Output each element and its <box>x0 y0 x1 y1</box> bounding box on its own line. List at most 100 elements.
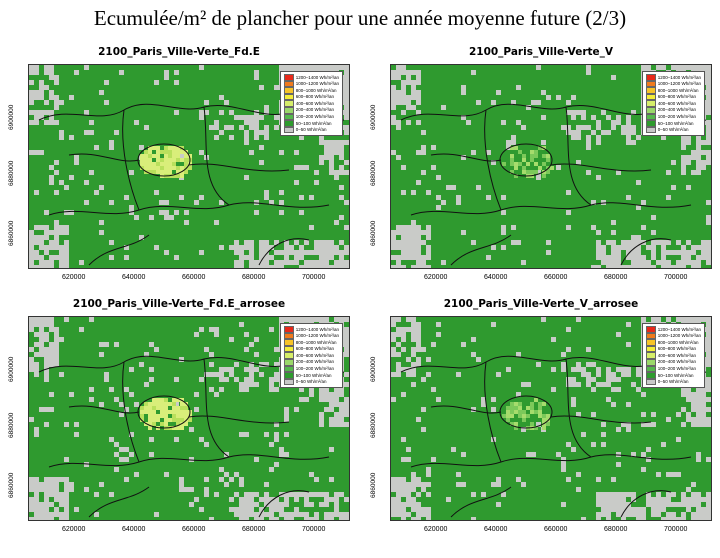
legend-swatch <box>646 120 656 127</box>
legend-label: 800–1000 Wh/m²/an <box>296 340 337 346</box>
legend-entry: 50–100 Wh/m²/an <box>646 372 701 379</box>
legend-label: 400–600 Wh/m²/an <box>296 353 334 359</box>
legend-entry: 1200–1400 Wh/m²/an <box>646 74 701 81</box>
legend-entry: 800–1000 Wh/m²/an <box>284 339 339 346</box>
legend-entry: 100–200 Wh/m²/an <box>284 366 339 373</box>
legend-swatch <box>284 346 294 353</box>
legend-swatch <box>284 81 294 88</box>
legend-label: 100–200 Wh/m²/an <box>658 366 696 372</box>
legend-swatch <box>284 107 294 114</box>
legend-entry: 600–800 Wh/m²/an <box>284 346 339 353</box>
legend-entry: 0–50 Wh/m²/an <box>646 127 701 134</box>
legend-label: 600–800 Wh/m²/an <box>658 346 696 352</box>
legend-entry: 100–200 Wh/m²/an <box>646 366 701 373</box>
legend-swatch <box>284 114 294 121</box>
x-tick-label: 640000 <box>484 274 507 281</box>
legend-entry: 800–1000 Wh/m²/an <box>284 87 339 94</box>
legend-swatch <box>646 339 656 346</box>
legend-label: 1000–1200 Wh/m²/an <box>296 333 339 339</box>
legend-entry: 1200–1400 Wh/m²/an <box>284 326 339 333</box>
legend-label: 200–400 Wh/m²/an <box>296 107 334 113</box>
legend-label: 0–50 Wh/m²/an <box>296 379 327 385</box>
legend-swatch <box>284 372 294 379</box>
map-panel-2: 2100_Paris_Ville-Verte_V 6900000 6880000 68… <box>366 46 716 306</box>
legend-swatch <box>646 359 656 366</box>
y-tick-label: 6860000 <box>370 221 377 246</box>
legend-entry: 50–100 Wh/m²/an <box>284 120 339 127</box>
panel-title: 2100_Paris_Ville-Verte_Fd.E_arrosee <box>4 298 354 310</box>
x-tick-label: 700000 <box>664 526 687 533</box>
legend-swatch <box>646 100 656 107</box>
x-tick-label: 620000 <box>62 526 85 533</box>
legend-label: 50–100 Wh/m²/an <box>296 373 332 379</box>
x-tick-label: 660000 <box>182 526 205 533</box>
legend-entry: 100–200 Wh/m²/an <box>284 114 339 121</box>
legend-entry: 200–400 Wh/m²/an <box>284 359 339 366</box>
legend-entry: 1000–1200 Wh/m²/an <box>646 81 701 88</box>
legend-swatch <box>284 339 294 346</box>
legend-swatch <box>646 372 656 379</box>
x-tick-label: 620000 <box>62 274 85 281</box>
legend-entry: 0–50 Wh/m²/an <box>646 379 701 386</box>
x-tick-label: 660000 <box>182 274 205 281</box>
x-tick-label: 620000 <box>424 526 447 533</box>
legend-entry: 400–600 Wh/m²/an <box>646 352 701 359</box>
legend-swatch <box>646 81 656 88</box>
legend-entry: 1000–1200 Wh/m²/an <box>284 333 339 340</box>
legend-label: 50–100 Wh/m²/an <box>296 121 332 127</box>
legend-entry: 1200–1400 Wh/m²/an <box>646 326 701 333</box>
legend-label: 1200–1400 Wh/m²/an <box>658 327 701 333</box>
legend-swatch <box>646 127 656 134</box>
y-tick-label: 6860000 <box>8 473 15 498</box>
legend-swatch <box>284 366 294 373</box>
x-tick-label: 700000 <box>302 526 325 533</box>
x-tick-label: 640000 <box>122 274 145 281</box>
legend-label: 50–100 Wh/m²/an <box>658 121 694 127</box>
legend-entry: 600–800 Wh/m²/an <box>284 94 339 101</box>
legend-swatch <box>284 87 294 94</box>
legend-swatch <box>284 333 294 340</box>
y-tick-label: 6880000 <box>370 413 377 438</box>
legend-entry: 1200–1400 Wh/m²/an <box>284 74 339 81</box>
x-tick-label: 680000 <box>604 526 627 533</box>
legend-label: 800–1000 Wh/m²/an <box>296 88 337 94</box>
legend-entry: 1000–1200 Wh/m²/an <box>284 81 339 88</box>
panel-title: 2100_Paris_Ville-Verte_V <box>366 46 716 58</box>
legend-entry: 600–800 Wh/m²/an <box>646 346 701 353</box>
legend-entry: 50–100 Wh/m²/an <box>646 120 701 127</box>
legend-label: 100–200 Wh/m²/an <box>658 114 696 120</box>
legend-entry: 0–50 Wh/m²/an <box>284 379 339 386</box>
legend-label: 100–200 Wh/m²/an <box>296 366 334 372</box>
legend-label: 600–800 Wh/m²/an <box>296 94 334 100</box>
panel-title: 2100_Paris_Ville-Verte_Fd.E <box>4 46 354 58</box>
x-tick-label: 700000 <box>302 274 325 281</box>
legend-entry: 800–1000 Wh/m²/an <box>646 339 701 346</box>
y-tick-label: 6900000 <box>370 357 377 382</box>
y-tick-label: 6900000 <box>370 105 377 130</box>
legend-swatch <box>284 359 294 366</box>
legend-swatch <box>646 326 656 333</box>
legend-entry: 200–400 Wh/m²/an <box>284 107 339 114</box>
y-tick-label: 6860000 <box>8 221 15 246</box>
legend-swatch <box>646 107 656 114</box>
legend-entry: 400–600 Wh/m²/an <box>284 100 339 107</box>
legend-entry: 600–800 Wh/m²/an <box>646 94 701 101</box>
y-tick-label: 6860000 <box>370 473 377 498</box>
legend-label: 50–100 Wh/m²/an <box>658 373 694 379</box>
legend-label: 1200–1400 Wh/m²/an <box>296 75 339 81</box>
legend-swatch <box>284 94 294 101</box>
x-tick-label: 680000 <box>242 526 265 533</box>
legend-swatch <box>284 74 294 81</box>
y-tick-label: 6880000 <box>8 161 15 186</box>
y-tick-label: 6880000 <box>370 161 377 186</box>
legend-label: 600–800 Wh/m²/an <box>658 94 696 100</box>
